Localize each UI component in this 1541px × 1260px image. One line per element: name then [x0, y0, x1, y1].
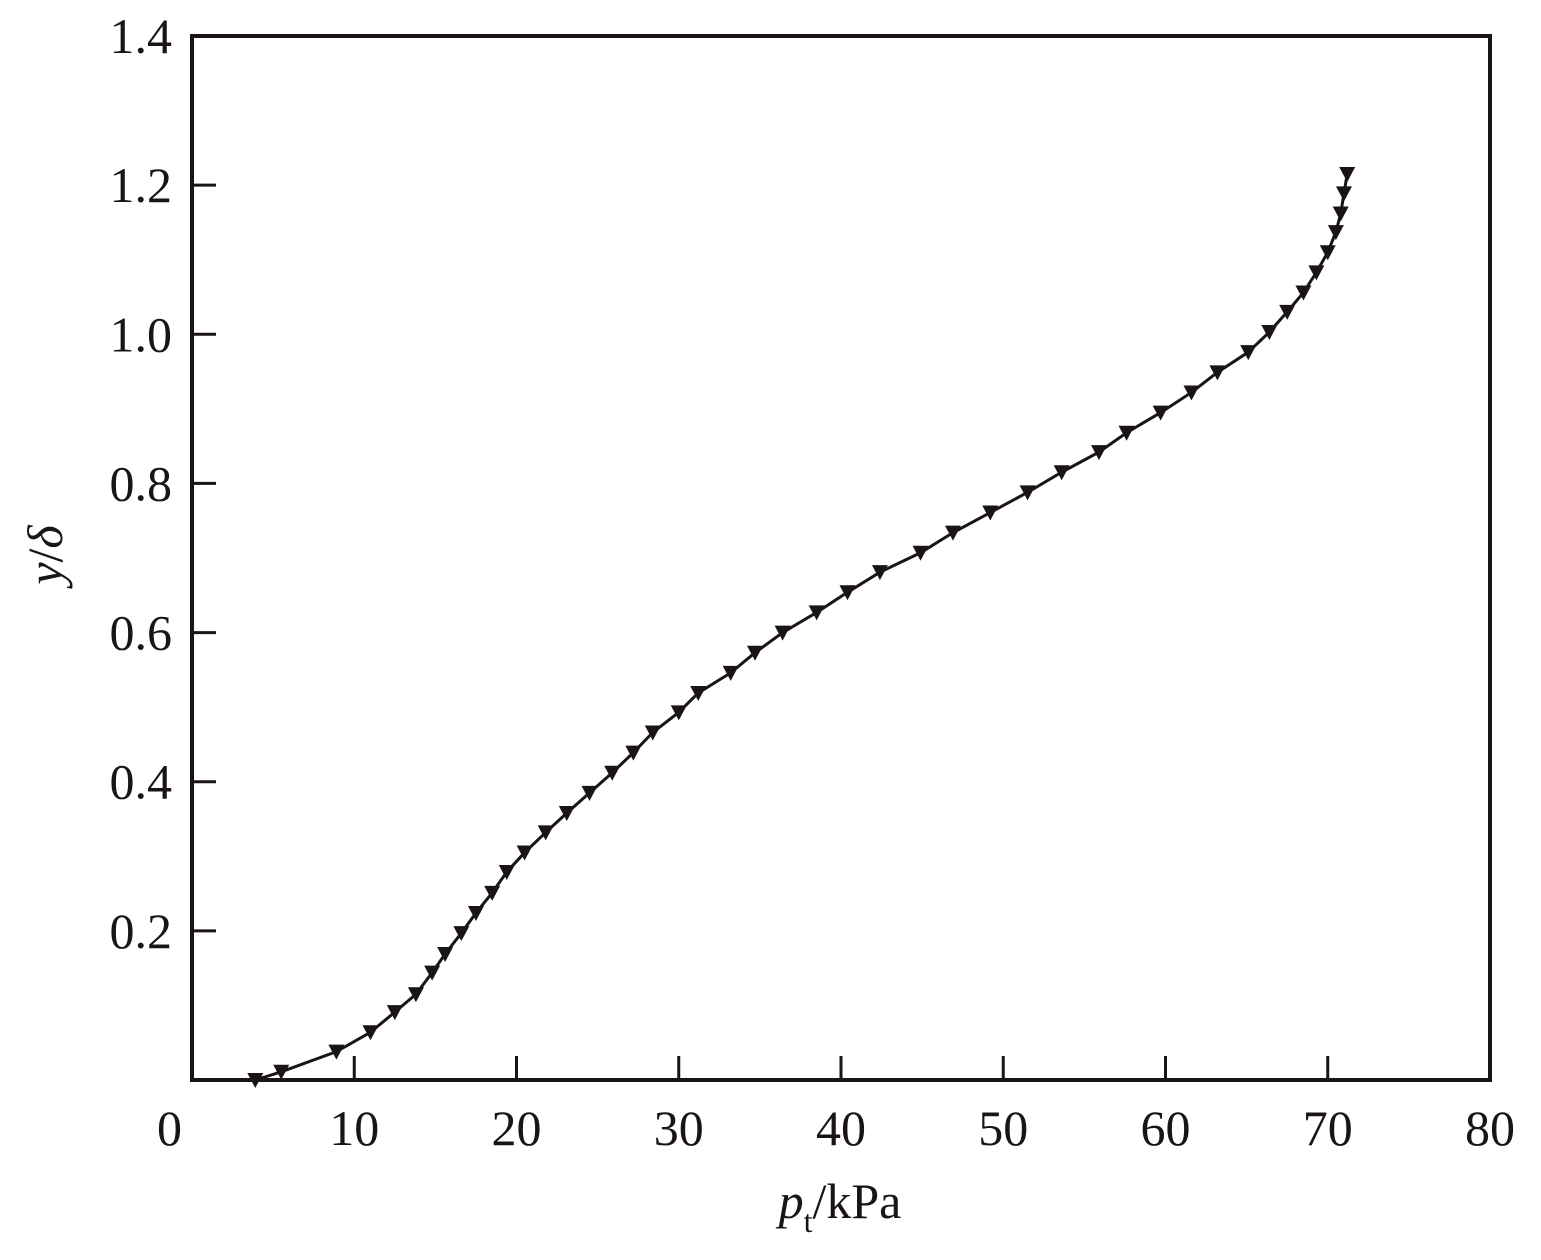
marker [722, 665, 739, 681]
marker [1019, 485, 1036, 501]
marker [747, 645, 764, 661]
y-tick-label: 0.2 [110, 903, 173, 959]
marker [437, 946, 454, 962]
y-tick-label: 1.4 [110, 8, 173, 64]
marker [1279, 304, 1296, 320]
marker [498, 864, 515, 880]
y-axis-label: y/δ [17, 525, 73, 590]
marker [670, 705, 687, 721]
marker [1308, 265, 1325, 281]
marker [1319, 245, 1336, 261]
marker [839, 585, 856, 601]
marker [1152, 405, 1169, 421]
marker [1339, 166, 1356, 182]
y-label-slash: / [17, 548, 73, 562]
marker [1261, 325, 1278, 341]
y-tick-label: 0.4 [110, 754, 173, 810]
y-tick-label: 1.2 [110, 157, 173, 213]
marker [1335, 186, 1352, 202]
x-axis-label: pt/kPa [776, 1173, 902, 1239]
y-label-symbol: y [17, 562, 73, 590]
x-tick-label: 30 [654, 1100, 704, 1156]
marker [871, 565, 888, 581]
x-tick-label: 80 [1465, 1100, 1515, 1156]
data-line [254, 173, 1349, 1082]
marker [386, 1005, 403, 1021]
y-tick-label: 1.0 [110, 306, 173, 362]
marker [1053, 465, 1070, 481]
marker [982, 505, 999, 521]
x-tick-label: 70 [1303, 1100, 1353, 1156]
y-tick-label: 0.6 [110, 605, 173, 661]
marker [1240, 345, 1257, 361]
x-tick-label: 20 [492, 1100, 542, 1156]
marker [1327, 225, 1344, 241]
marker [1295, 285, 1312, 301]
marker [484, 885, 501, 901]
marker [273, 1064, 290, 1080]
marker [625, 745, 642, 761]
marker [407, 987, 424, 1003]
marker [604, 765, 621, 781]
y-label-delta: δ [17, 525, 73, 549]
marker [1118, 425, 1135, 441]
x-label-subscript: t [804, 1203, 813, 1239]
marker [424, 965, 441, 981]
y-tick-label: 0.8 [110, 455, 173, 511]
marker [774, 625, 791, 641]
marker [690, 685, 707, 701]
marker [453, 926, 470, 942]
marker [581, 785, 598, 801]
marker [328, 1044, 345, 1060]
x-tick-label: 10 [329, 1100, 379, 1156]
marker [944, 525, 961, 541]
marker [537, 825, 554, 841]
marker [558, 806, 575, 822]
x-tick-label: 50 [978, 1100, 1028, 1156]
marker [467, 905, 484, 921]
plot-frame [190, 34, 1492, 1082]
marker [1332, 206, 1349, 222]
marker [1090, 445, 1107, 461]
marker [912, 545, 929, 561]
marker [644, 725, 661, 741]
marker [808, 605, 825, 621]
marker [516, 845, 533, 861]
x-tick-label: 0 [157, 1100, 182, 1156]
x-label-symbol: p [776, 1173, 804, 1229]
x-tick-label: 60 [1141, 1100, 1191, 1156]
marker [362, 1025, 379, 1041]
x-label-unit: /kPa [812, 1173, 901, 1229]
marker [1209, 365, 1226, 381]
x-tick-label: 40 [816, 1100, 866, 1156]
marker [247, 1073, 264, 1088]
marker [1183, 385, 1200, 401]
